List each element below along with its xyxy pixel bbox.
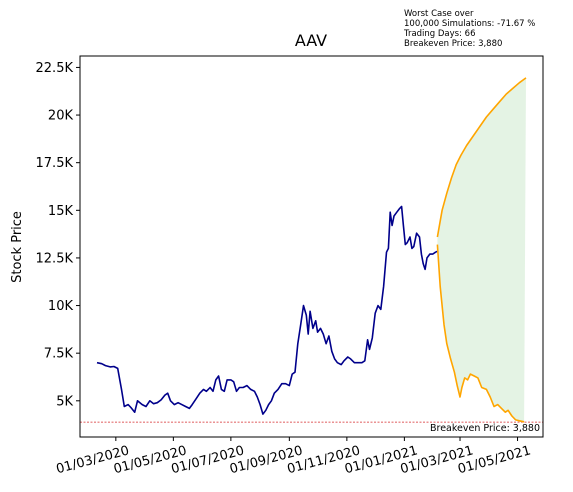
simulation-range-fill: [437, 77, 526, 422]
info-line: Breakeven Price: 3,880: [404, 39, 502, 49]
y-tick-label: 5K: [56, 394, 73, 409]
info-line: 100,000 Simulations: -71.67 %: [404, 19, 535, 29]
info-line: Worst Case over: [404, 9, 474, 19]
chart-title: AAV: [295, 31, 327, 50]
breakeven-label: Breakeven Price: 3,880: [430, 423, 540, 434]
plot-frame: [79, 55, 544, 438]
y-tick-label: 12.5K: [36, 251, 74, 266]
y-tick-label: 17.5K: [36, 156, 74, 171]
y-tick-label: 20K: [48, 109, 74, 124]
info-line: Trading Days: 66: [403, 29, 475, 39]
simulation-info: Worst Case over 100,000 Simulations: -71…: [403, 9, 535, 49]
series-line-lower: [436, 244, 525, 423]
y-tick-label: 10K: [48, 299, 74, 314]
series-line-upper: [436, 77, 527, 238]
plot-area: [80, 77, 543, 423]
series-line-history: [96, 205, 438, 415]
y-axis-title: Stock Price: [10, 211, 25, 283]
y-tick-label: 15K: [48, 204, 74, 219]
axes: 5K7.5K10K12.5K15K17.5K20K22.5K01/03/2020…: [36, 61, 533, 477]
y-tick-label: 7.5K: [44, 347, 74, 362]
y-tick-label: 22.5K: [36, 61, 74, 76]
